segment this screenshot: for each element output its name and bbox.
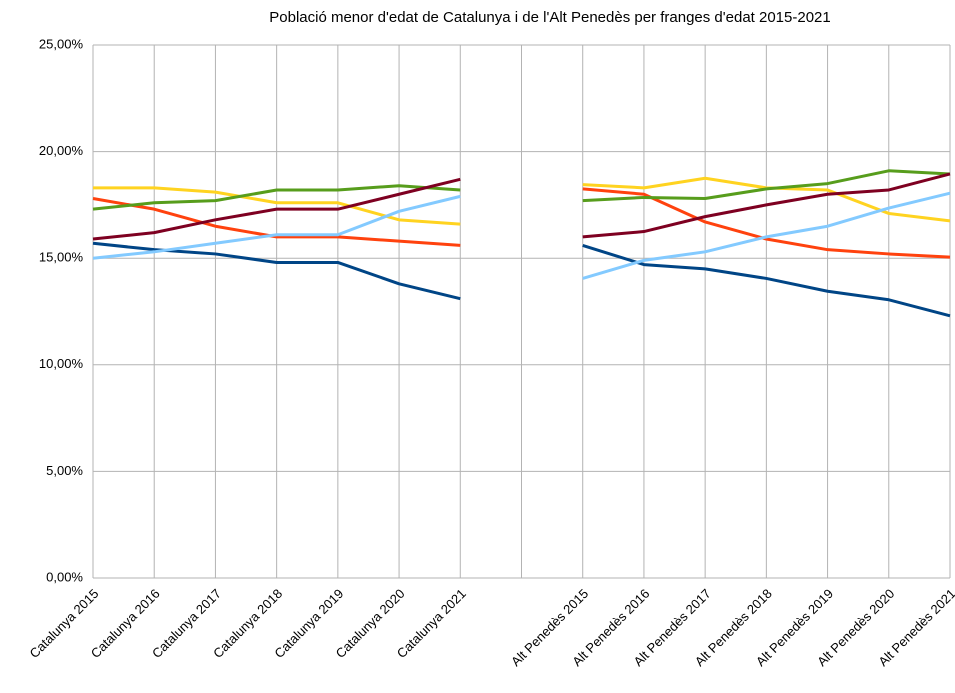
y-tick-label: 20,00%: [39, 143, 84, 158]
y-tick-label: 0,00%: [46, 569, 83, 584]
chart-title: Població menor d'edat de Catalunya i de …: [269, 9, 830, 26]
series-line: [92, 191, 951, 280]
y-tick-label: 10,00%: [39, 356, 84, 371]
series-line: [92, 169, 951, 211]
series-line: [92, 187, 951, 259]
series-line: [92, 241, 951, 318]
y-tick-label: 25,00%: [39, 36, 84, 51]
y-tick-label: 15,00%: [39, 250, 84, 265]
y-tick-label: 5,00%: [46, 463, 83, 478]
series-line: [92, 172, 951, 241]
